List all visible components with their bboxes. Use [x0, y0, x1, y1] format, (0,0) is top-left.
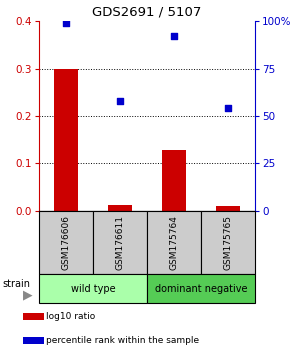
Bar [23, 337, 44, 344]
Point [226, 105, 230, 111]
Point [64, 20, 68, 26]
Text: dominant negative: dominant negative [155, 284, 247, 293]
Bar [23, 313, 44, 320]
Bar [39, 274, 147, 303]
Title: GDS2691 / 5107: GDS2691 / 5107 [92, 6, 202, 19]
Text: ▶: ▶ [23, 288, 33, 301]
Bar [162, 150, 186, 211]
Text: percentile rank within the sample: percentile rank within the sample [46, 336, 200, 345]
Bar [147, 211, 201, 274]
Text: wild type: wild type [71, 284, 115, 293]
Bar [54, 69, 78, 211]
Text: GSM175765: GSM175765 [224, 215, 232, 270]
Bar [216, 206, 240, 211]
Text: log10 ratio: log10 ratio [46, 312, 96, 321]
Bar [108, 205, 132, 211]
Bar [93, 211, 147, 274]
Text: GSM175764: GSM175764 [169, 215, 178, 270]
Point [118, 98, 122, 104]
Point [172, 34, 176, 39]
Text: GSM176606: GSM176606 [61, 215, 70, 270]
Text: strain: strain [2, 279, 30, 289]
Bar [39, 211, 93, 274]
Text: GSM176611: GSM176611 [116, 215, 124, 270]
Bar [147, 274, 255, 303]
Bar [201, 211, 255, 274]
